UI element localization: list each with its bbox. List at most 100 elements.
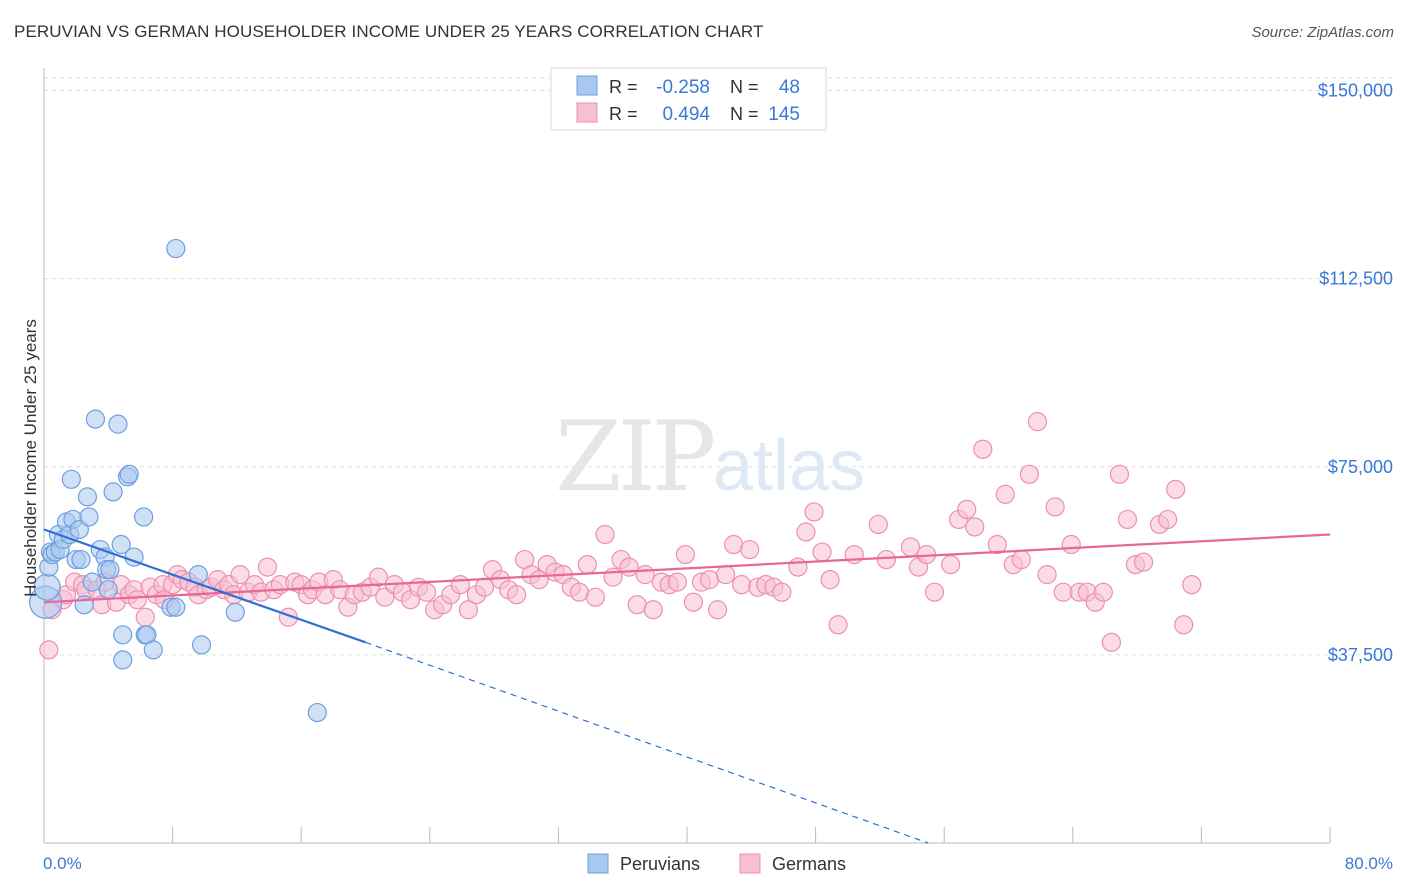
peruvian-point bbox=[119, 464, 139, 484]
german-point bbox=[1117, 509, 1138, 530]
peruvian-point bbox=[143, 640, 163, 660]
german-point bbox=[715, 565, 736, 585]
german-point bbox=[740, 539, 760, 560]
german-point bbox=[569, 582, 589, 602]
y-tick-label: $112,500 bbox=[1319, 269, 1393, 289]
german-point bbox=[1045, 497, 1065, 517]
peruvian-point bbox=[191, 635, 212, 655]
axes-layer: $37,500 $75,000 $112,500 $150,000 bbox=[43, 68, 1393, 844]
y-tick-label: $150,000 bbox=[1318, 81, 1393, 101]
peruvian-point bbox=[77, 487, 98, 507]
german-point bbox=[1182, 575, 1202, 595]
peruvian-point bbox=[113, 625, 133, 645]
peruvian-point bbox=[79, 507, 99, 527]
peruvian-point bbox=[134, 507, 154, 527]
german-trend-line bbox=[43, 533, 1331, 604]
german-point bbox=[507, 585, 527, 605]
peruvian-point bbox=[61, 469, 81, 489]
german-point bbox=[732, 575, 752, 595]
german-point bbox=[995, 484, 1015, 504]
german-point bbox=[585, 587, 605, 607]
german-point bbox=[957, 499, 977, 520]
legend-bottom-swatch-germans bbox=[739, 853, 761, 874]
german-point bbox=[127, 590, 147, 610]
german-point bbox=[627, 595, 647, 615]
y-axis-label: Householder Income Under 25 years bbox=[21, 319, 40, 597]
german-point bbox=[683, 592, 704, 612]
german-point bbox=[458, 600, 478, 620]
german-point bbox=[1053, 582, 1073, 602]
peruvian-point bbox=[111, 534, 131, 555]
german-point bbox=[1133, 552, 1154, 572]
german-point bbox=[643, 600, 663, 620]
peruvian-point bbox=[85, 409, 106, 429]
german-point bbox=[1011, 549, 1031, 570]
watermark-zip: ZIP bbox=[555, 401, 714, 513]
watermark: ZIP atlas bbox=[555, 401, 865, 513]
legend-r-label-0: R = bbox=[609, 77, 638, 97]
german-point bbox=[1158, 509, 1178, 530]
legend-r-label-1: R = bbox=[609, 104, 638, 124]
german-point bbox=[941, 554, 961, 575]
german-point bbox=[788, 557, 808, 577]
german-point bbox=[812, 542, 832, 562]
german-point bbox=[1166, 479, 1186, 499]
german-point bbox=[230, 565, 250, 585]
german-point bbox=[595, 524, 615, 545]
y-tick-label: $75,000 bbox=[1328, 457, 1393, 477]
peruvian-point bbox=[74, 595, 94, 615]
peruvian-point bbox=[82, 572, 102, 592]
german-point bbox=[796, 522, 816, 542]
german-point bbox=[619, 557, 639, 577]
german-point bbox=[1093, 582, 1113, 602]
german-point bbox=[924, 582, 945, 602]
peruvian-trend-line bbox=[43, 528, 366, 644]
german-point bbox=[577, 554, 597, 575]
legend-swatch-germans bbox=[576, 102, 598, 123]
german-point bbox=[1027, 412, 1048, 432]
german-point bbox=[973, 439, 993, 459]
german-point bbox=[257, 557, 278, 577]
legend-swatch-peruvians bbox=[576, 75, 598, 96]
legend-top: R = -0.258 N = 48 R = 0.494 N = 145 bbox=[550, 67, 827, 131]
legend-r-value-1: 0.494 bbox=[662, 104, 710, 125]
peruvian-trend-extension bbox=[365, 641, 929, 844]
x-tick-label-min: 0.0% bbox=[43, 854, 82, 873]
german-point bbox=[667, 572, 687, 592]
y-tick-label: $37,500 bbox=[1328, 645, 1393, 665]
legend-n-label-0: N = bbox=[730, 77, 759, 97]
german-point bbox=[675, 544, 695, 565]
german-point bbox=[135, 607, 155, 627]
legend-n-label-1: N = bbox=[730, 104, 759, 124]
peruvian-point bbox=[166, 597, 186, 617]
peruvian-point bbox=[98, 580, 118, 600]
german-point bbox=[1019, 464, 1039, 484]
chart-source: Source: ZipAtlas.com bbox=[1251, 24, 1394, 41]
legend-bottom-label-peruvians: Peruvians bbox=[620, 854, 700, 874]
chart-title: PERUVIAN VS GERMAN HOUSEHOLDER INCOME UN… bbox=[14, 22, 764, 41]
german-point bbox=[987, 534, 1007, 555]
german-point bbox=[699, 570, 720, 590]
german-point bbox=[416, 582, 437, 602]
legend-n-value-0: 48 bbox=[779, 77, 800, 98]
german-point bbox=[1174, 615, 1194, 635]
peruvian-point bbox=[71, 549, 91, 570]
german-point bbox=[804, 502, 824, 522]
german-point bbox=[635, 565, 655, 585]
legend-r-value-0: -0.258 bbox=[656, 77, 710, 98]
german-point bbox=[772, 582, 792, 602]
peruvian-point bbox=[225, 602, 245, 622]
peruvian-point bbox=[103, 482, 123, 502]
german-point bbox=[707, 600, 728, 620]
german-point bbox=[1037, 565, 1057, 585]
x-tick-label-max: 80.0% bbox=[1345, 854, 1393, 873]
german-point bbox=[1109, 464, 1130, 484]
german-point bbox=[900, 537, 921, 557]
german-point bbox=[820, 570, 840, 590]
german-point bbox=[876, 549, 896, 570]
german-point bbox=[724, 534, 744, 555]
watermark-atlas: atlas bbox=[713, 426, 865, 506]
legend-n-value-1: 145 bbox=[768, 104, 800, 125]
peruvian-point bbox=[108, 414, 128, 434]
